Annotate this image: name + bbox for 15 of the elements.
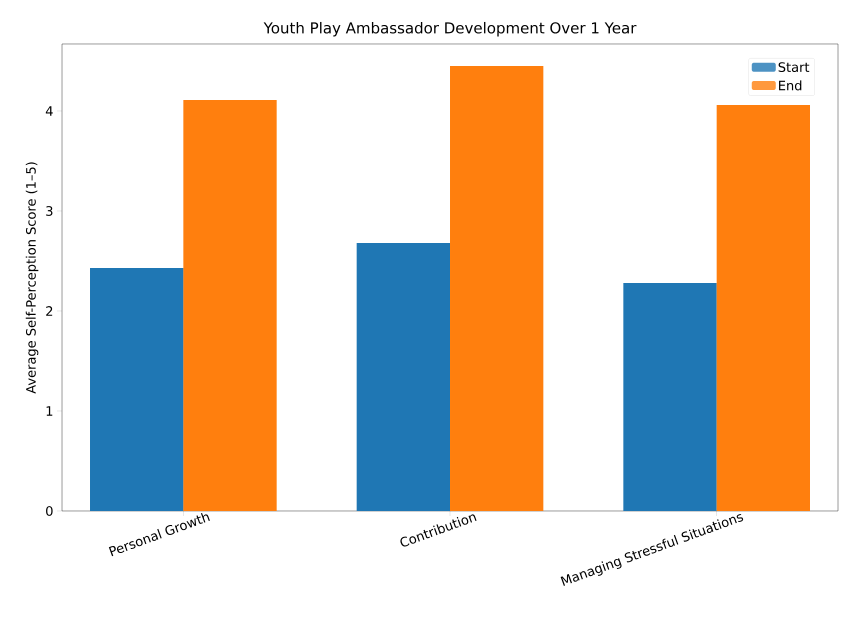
bar [183,100,277,511]
bar [450,66,544,511]
y-tick-label: 1 [46,406,52,416]
bar [90,268,184,511]
y-axis-title: Average Self-Perception Score (1–5) [26,162,38,394]
y-tick-label: 2 [46,306,52,316]
y-tick-label: 3 [46,206,52,216]
y-tick-label: 0 [46,506,53,516]
bar [623,282,717,511]
bar [356,242,450,511]
chart-title: Youth Play Ambassador Development Over 1 Year [264,22,636,36]
legend-label: Start [778,62,810,72]
legend-label: End [779,80,802,90]
bar [716,104,810,511]
y-tick-label: 4 [46,106,53,116]
